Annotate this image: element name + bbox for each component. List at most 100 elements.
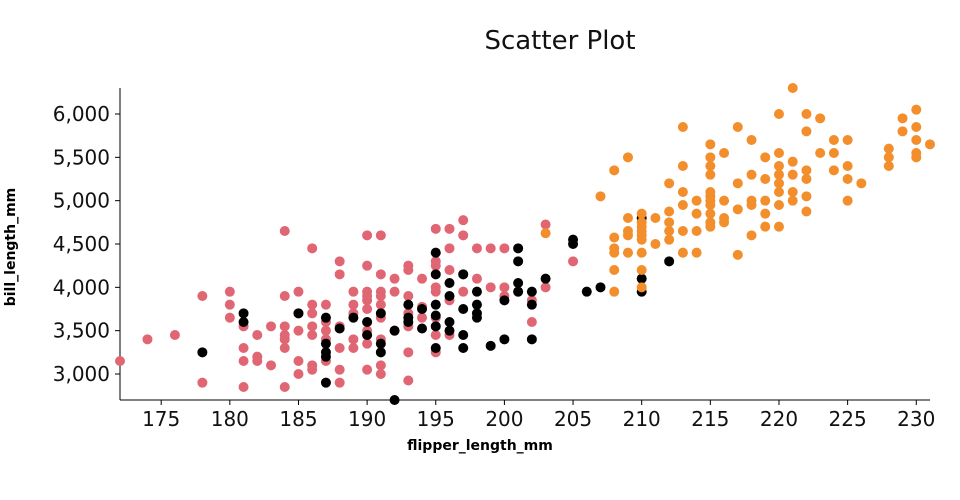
data-point (375, 230, 386, 241)
data-point (279, 343, 290, 353)
data-point (485, 282, 496, 293)
data-point (471, 299, 482, 310)
data-point (266, 321, 277, 332)
data-point (307, 299, 318, 310)
data-point (746, 135, 757, 145)
data-point (719, 195, 730, 206)
data-point (540, 273, 551, 284)
data-point (787, 169, 798, 180)
data-point (334, 323, 345, 334)
y-axis-title: bill_length_mm (3, 188, 19, 307)
data-point (471, 273, 482, 284)
x-tick-label: 210 (623, 407, 661, 431)
data-point (266, 360, 277, 371)
data-point (499, 295, 510, 306)
data-point (732, 178, 743, 189)
data-point (430, 299, 441, 310)
data-point (746, 169, 757, 180)
data-point (197, 377, 208, 388)
data-point (526, 334, 537, 345)
data-point (801, 126, 812, 137)
data-point (348, 343, 359, 353)
data-point (279, 321, 290, 332)
data-point (430, 260, 441, 271)
data-point (513, 243, 524, 254)
data-point (801, 191, 812, 202)
data-point (375, 360, 386, 371)
data-point (760, 208, 771, 219)
data-point (609, 165, 620, 176)
data-point (444, 325, 455, 336)
data-point (664, 234, 675, 245)
data-point (787, 156, 798, 167)
data-point (856, 178, 867, 189)
data-point (746, 230, 757, 241)
data-point (238, 356, 249, 366)
data-point (719, 148, 730, 158)
data-point (513, 278, 524, 288)
data-point (499, 243, 510, 254)
data-point (279, 226, 290, 236)
x-tick-label: 215 (691, 407, 729, 431)
data-point (773, 169, 784, 180)
data-point (636, 208, 647, 219)
data-point (444, 265, 455, 275)
data-point (801, 174, 812, 184)
data-point (458, 215, 469, 226)
data-point (732, 204, 743, 215)
data-point (801, 165, 812, 176)
data-point (622, 247, 633, 258)
data-point (293, 286, 304, 297)
data-point (252, 356, 263, 366)
data-point (417, 323, 428, 334)
data-point (307, 321, 318, 332)
data-point (458, 343, 469, 353)
data-point (622, 213, 633, 223)
data-point (581, 286, 592, 297)
data-point (375, 308, 386, 319)
data-point (375, 269, 386, 280)
data-point (444, 278, 455, 288)
data-point (403, 291, 414, 301)
data-point (705, 169, 716, 180)
data-point (334, 364, 345, 375)
x-tick-label: 175 (142, 407, 180, 431)
data-point (389, 395, 400, 405)
data-point (142, 334, 153, 345)
data-point (417, 312, 428, 323)
data-point (362, 295, 373, 306)
data-point (279, 291, 290, 301)
data-point (842, 195, 853, 206)
data-point (320, 377, 331, 388)
data-point (705, 139, 716, 150)
data-point (307, 243, 318, 254)
data-point (389, 286, 400, 297)
data-point (595, 191, 606, 202)
data-point (691, 247, 702, 258)
data-point (348, 312, 359, 323)
data-point (430, 330, 441, 340)
y-tick-label: 3,500 (53, 319, 110, 343)
data-point (362, 338, 373, 349)
data-point (540, 219, 551, 230)
data-point (485, 340, 496, 351)
data-point (526, 299, 537, 310)
data-point (293, 325, 304, 336)
data-point (609, 265, 620, 275)
data-point (375, 347, 386, 358)
data-point (828, 148, 839, 158)
data-point (362, 364, 373, 375)
data-point (773, 178, 784, 189)
data-point (348, 299, 359, 310)
data-point (444, 291, 455, 301)
data-point (568, 239, 579, 249)
data-point (595, 282, 606, 293)
data-point (279, 334, 290, 345)
data-point (691, 208, 702, 219)
data-point (636, 282, 647, 293)
data-point (499, 282, 510, 293)
data-point (773, 221, 784, 232)
data-point (458, 269, 469, 280)
y-tick-label: 3,000 (53, 362, 110, 386)
data-point (334, 256, 345, 267)
